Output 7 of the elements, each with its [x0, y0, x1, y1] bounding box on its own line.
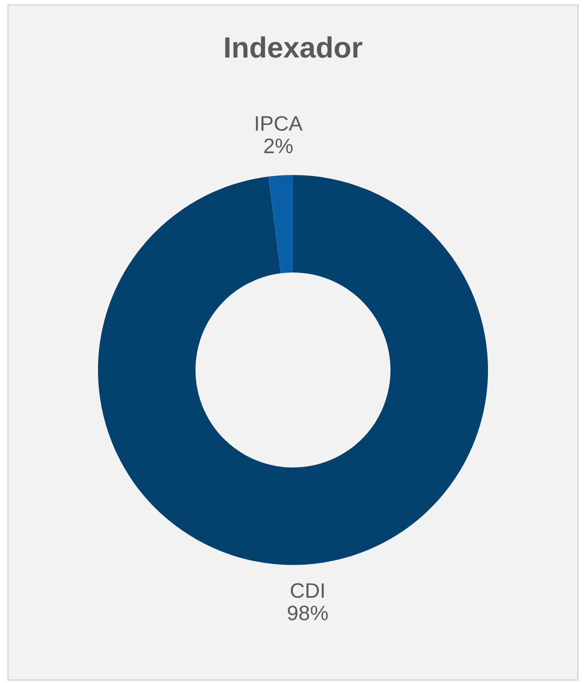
data-label: 98% [288, 606, 328, 620]
slice-label: IPCA [256, 116, 303, 131]
chart-title: Indexador [225, 36, 362, 58]
donut-slice [98, 175, 488, 565]
donut-slice [268, 175, 293, 274]
data-label: 2% [264, 138, 293, 154]
slice-label: CDI [290, 583, 324, 598]
